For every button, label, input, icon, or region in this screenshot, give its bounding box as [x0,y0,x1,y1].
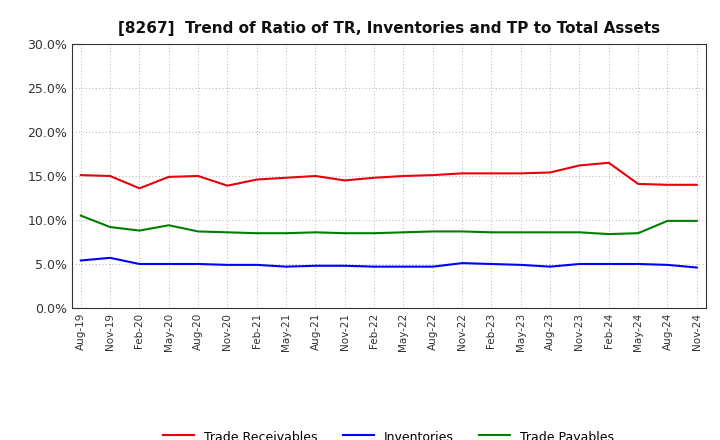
Trade Payables [370,231,379,236]
Trade Receivables [135,186,144,191]
Trade Receivables [311,173,320,179]
Inventories [194,261,202,267]
Inventories [135,261,144,267]
Trade Payables [282,231,290,236]
Trade Payables [135,228,144,233]
Trade Receivables [253,177,261,182]
Line: Trade Receivables: Trade Receivables [81,163,697,188]
Trade Receivables [487,171,496,176]
Trade Payables [546,230,554,235]
Trade Receivables [693,182,701,187]
Trade Receivables [663,182,672,187]
Trade Receivables [76,172,85,178]
Inventories [341,263,349,268]
Trade Payables [253,231,261,236]
Line: Trade Payables: Trade Payables [81,216,697,234]
Title: [8267]  Trend of Ratio of TR, Inventories and TP to Total Assets: [8267] Trend of Ratio of TR, Inventories… [118,21,660,36]
Trade Receivables [341,178,349,183]
Inventories [106,255,114,260]
Trade Payables [194,229,202,234]
Legend: Trade Receivables, Inventories, Trade Payables: Trade Receivables, Inventories, Trade Pa… [158,425,619,440]
Trade Receivables [575,163,584,168]
Trade Receivables [194,173,202,179]
Trade Receivables [282,175,290,180]
Inventories [634,261,642,267]
Inventories [164,261,173,267]
Trade Receivables [223,183,232,188]
Trade Payables [458,229,467,234]
Trade Receivables [516,171,525,176]
Inventories [311,263,320,268]
Inventories [575,261,584,267]
Trade Payables [76,213,85,218]
Trade Payables [164,223,173,228]
Trade Receivables [428,172,437,178]
Inventories [516,262,525,268]
Trade Payables [223,230,232,235]
Trade Payables [516,230,525,235]
Inventories [399,264,408,269]
Trade Payables [487,230,496,235]
Inventories [487,261,496,267]
Inventories [282,264,290,269]
Trade Payables [605,231,613,237]
Line: Inventories: Inventories [81,258,697,268]
Inventories [663,262,672,268]
Trade Receivables [634,181,642,187]
Trade Payables [341,231,349,236]
Trade Receivables [164,174,173,180]
Trade Payables [663,218,672,224]
Trade Payables [399,230,408,235]
Trade Receivables [458,171,467,176]
Trade Payables [428,229,437,234]
Inventories [370,264,379,269]
Trade Payables [575,230,584,235]
Trade Payables [311,230,320,235]
Inventories [253,262,261,268]
Inventories [458,260,467,266]
Trade Receivables [106,173,114,179]
Trade Receivables [546,170,554,175]
Trade Payables [634,231,642,236]
Trade Receivables [370,175,379,180]
Trade Payables [106,224,114,230]
Inventories [76,258,85,263]
Inventories [546,264,554,269]
Trade Receivables [399,173,408,179]
Trade Payables [693,218,701,224]
Trade Receivables [605,160,613,165]
Inventories [693,265,701,270]
Inventories [428,264,437,269]
Inventories [223,262,232,268]
Inventories [605,261,613,267]
